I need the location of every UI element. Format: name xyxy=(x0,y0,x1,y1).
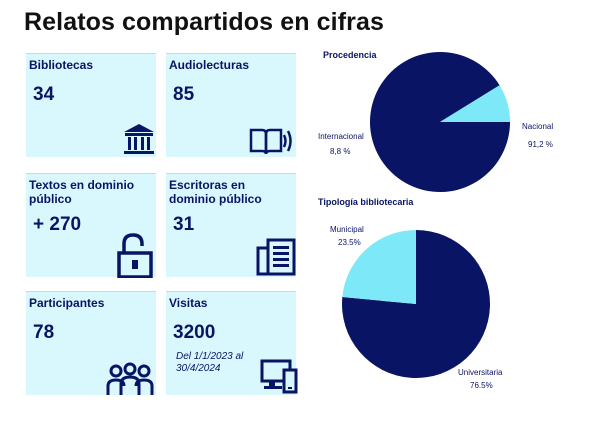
people-icon xyxy=(106,362,154,395)
pie-label-internacional: Internacional xyxy=(318,131,364,142)
card-value: 78 xyxy=(33,322,55,343)
card-value: 3200 xyxy=(173,322,216,343)
pie-title-procedencia: Procedencia xyxy=(323,50,377,60)
category-name: Municipal xyxy=(330,225,364,234)
value-label: 23.5% xyxy=(338,238,361,247)
stat-card-bibliotecas: Bibliotecas 34 xyxy=(26,53,156,157)
card-label: Participantes xyxy=(29,296,105,310)
pie-value-nacional: 91,2 % xyxy=(528,139,553,150)
stat-card-visitas: Visitas 3200 Del 1/1/2023 al 30/4/2024 xyxy=(166,291,298,395)
card-label: Audiolecturas xyxy=(169,58,250,72)
audiobook-icon xyxy=(249,128,292,155)
pie-value-universitaria: 76.5% xyxy=(470,380,493,391)
library-icon xyxy=(124,124,154,154)
document-stack-icon xyxy=(256,238,296,276)
value-label: 8,8 % xyxy=(330,147,351,156)
card-value: 31 xyxy=(173,214,195,235)
card-label: Escritoras en dominio público xyxy=(169,178,262,206)
card-value: 85 xyxy=(173,84,195,105)
card-value: + 270 xyxy=(33,214,82,235)
pie-slice-universitaria xyxy=(342,230,491,379)
pie-label-municipal: Municipal xyxy=(330,224,364,235)
category-name: Internacional xyxy=(318,132,364,141)
pie-value-municipal: 23.5% xyxy=(338,237,361,248)
card-label: Visitas xyxy=(169,296,208,310)
card-value: 34 xyxy=(33,84,55,105)
devices-icon xyxy=(260,359,298,394)
pie-label-nacional: Nacional xyxy=(522,121,553,132)
pie-value-internacional: 8,8 % xyxy=(330,146,350,157)
page-title: Relatos compartidos en cifras xyxy=(24,8,384,36)
pie-slice-internacional xyxy=(440,85,510,122)
value-label: 76.5% xyxy=(470,381,493,390)
category-name: Nacional xyxy=(522,122,554,131)
pie-label-universitaria: Universitaria xyxy=(458,367,502,378)
category-name: Universitaria xyxy=(458,368,503,377)
card-label: Bibliotecas xyxy=(29,58,94,72)
pie-slice-nacional xyxy=(370,52,510,193)
stat-card-escritoras: Escritoras en dominio público 31 xyxy=(166,173,296,277)
stat-card-participantes: Participantes 78 xyxy=(26,291,156,395)
pie-title-tipologia: Tipología bibliotecaria xyxy=(318,197,414,207)
open-lock-icon xyxy=(117,233,153,278)
value-label: 91,2 % xyxy=(528,140,553,149)
stat-card-textos: Textos en dominio público + 270 xyxy=(26,173,156,278)
card-note: Del 1/1/2023 al 30/4/2024 xyxy=(176,351,244,374)
card-label: Textos en dominio público xyxy=(29,178,135,206)
stat-card-audiolecturas: Audiolecturas 85 xyxy=(166,53,296,157)
